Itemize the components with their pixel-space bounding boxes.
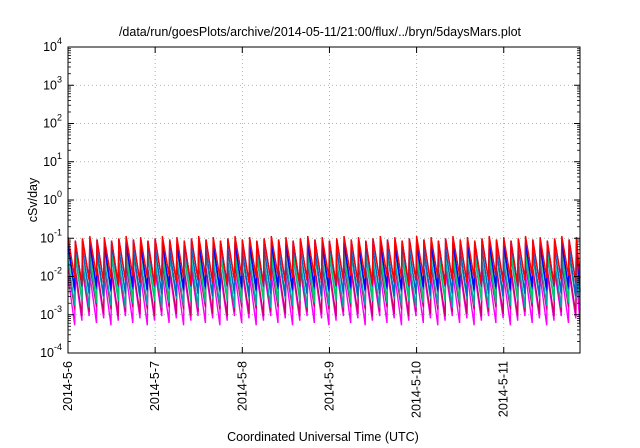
y-axis-label: cSv/day: [26, 177, 40, 222]
y-tick-exponent: 4: [57, 36, 62, 46]
y-tick-exponent: -3: [54, 304, 62, 314]
x-tick-label: 2014-5-9: [322, 361, 336, 411]
y-tick-exponent: 0: [57, 189, 62, 199]
y-tick-label: 100: [43, 189, 62, 207]
series-line: [67, 235, 581, 285]
x-tick-label: 2014-5-11: [497, 361, 511, 417]
y-tick-label: 10-3: [40, 304, 62, 322]
y-tick-label: 101: [43, 151, 62, 169]
y-tick-exponent: -1: [54, 227, 62, 237]
y-tick-label: 104: [43, 36, 62, 54]
y-tick-exponent: 2: [57, 113, 62, 123]
y-tick-exponent: -4: [54, 342, 62, 352]
series-layer: [67, 235, 581, 326]
x-tick-label: 2014-5-6: [61, 361, 75, 411]
y-tick-label: 103: [43, 74, 62, 92]
y-tick-label: 10-1: [40, 227, 62, 245]
x-tick-label: 2014-5-7: [148, 361, 162, 411]
x-tick-label: 2014-5-10: [410, 361, 424, 418]
y-tick-exponent: 3: [57, 74, 62, 84]
chart-title: /data/run/goesPlots/archive/2014-05-11/2…: [119, 25, 522, 39]
y-tick-exponent: 1: [57, 151, 62, 161]
x-axis-label: Coordinated Universal Time (UTC): [227, 430, 419, 444]
y-tick-label: 10-4: [40, 342, 62, 360]
x-tick-label: 2014-5-8: [235, 361, 249, 411]
y-tick-label: 102: [43, 113, 62, 131]
y-tick-label: 10-2: [40, 266, 62, 284]
y-tick-exponent: -2: [54, 266, 62, 276]
